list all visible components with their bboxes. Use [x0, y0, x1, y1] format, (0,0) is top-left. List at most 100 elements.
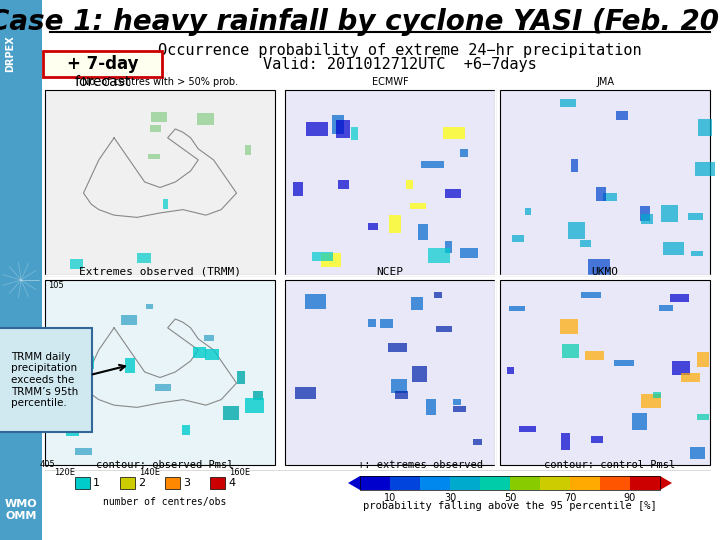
Bar: [672, 361, 690, 375]
Text: Occurrence probability of extreme 24−hr precipitation: Occurrence probability of extreme 24−hr …: [158, 43, 642, 57]
Bar: [580, 240, 591, 247]
Bar: [192, 347, 206, 359]
Bar: [581, 292, 601, 298]
Bar: [500, 280, 710, 465]
Text: 4: 4: [228, 478, 235, 488]
Bar: [332, 116, 344, 133]
Text: 10: 10: [384, 493, 396, 503]
Text: 2: 2: [138, 478, 145, 488]
Text: Valid: 2011012712UTC  +6−7days: Valid: 2011012712UTC +6−7days: [263, 57, 537, 72]
Bar: [253, 391, 263, 400]
Bar: [223, 406, 239, 420]
Bar: [614, 360, 634, 366]
Bar: [360, 476, 660, 490]
Bar: [197, 113, 214, 125]
Bar: [413, 366, 427, 382]
Bar: [148, 154, 160, 159]
Text: 120E: 120E: [55, 468, 76, 477]
Text: 90: 90: [624, 493, 636, 503]
Polygon shape: [660, 476, 672, 490]
Text: contour: control Pmsl: contour: control Pmsl: [544, 460, 675, 470]
Bar: [559, 99, 576, 106]
Text: +: extremes observed: +: extremes observed: [358, 460, 482, 470]
Bar: [561, 433, 570, 450]
Text: number of centres/obs: number of centres/obs: [103, 497, 227, 507]
Bar: [472, 440, 482, 445]
Bar: [406, 180, 413, 190]
Bar: [585, 352, 604, 361]
Bar: [445, 190, 461, 198]
Bar: [410, 202, 426, 209]
Bar: [450, 476, 480, 490]
Bar: [336, 120, 351, 138]
Bar: [560, 319, 578, 334]
Bar: [698, 119, 712, 136]
Bar: [145, 304, 153, 309]
Bar: [659, 305, 673, 310]
Bar: [640, 206, 649, 221]
Text: 3: 3: [183, 478, 190, 488]
Bar: [426, 399, 436, 415]
Text: JMA: JMA: [596, 77, 614, 87]
Bar: [691, 251, 703, 256]
Text: 30: 30: [444, 493, 456, 503]
Bar: [654, 392, 661, 398]
Bar: [588, 259, 610, 276]
Bar: [165, 477, 180, 489]
Bar: [519, 426, 536, 431]
Bar: [293, 182, 303, 196]
Bar: [690, 447, 706, 460]
Bar: [70, 259, 83, 269]
Bar: [688, 213, 703, 220]
Bar: [79, 356, 94, 369]
Text: WMO
OMM: WMO OMM: [5, 499, 37, 521]
Bar: [508, 306, 526, 312]
Bar: [434, 292, 442, 298]
Bar: [295, 387, 316, 399]
Text: 50: 50: [504, 493, 516, 503]
Bar: [388, 343, 407, 352]
Bar: [631, 413, 647, 430]
Bar: [616, 111, 628, 120]
Bar: [205, 349, 220, 360]
Bar: [368, 224, 378, 230]
Bar: [461, 248, 478, 258]
Text: contour: observed Pmsl: contour: observed Pmsl: [96, 460, 234, 470]
Bar: [45, 280, 275, 465]
Bar: [453, 399, 462, 404]
Bar: [204, 335, 214, 341]
Bar: [125, 359, 135, 373]
Polygon shape: [348, 476, 360, 490]
Bar: [285, 280, 495, 465]
Bar: [641, 394, 661, 408]
Bar: [436, 326, 452, 332]
Bar: [45, 90, 275, 275]
Bar: [389, 214, 401, 233]
Text: TRMM daily
precipitation
exceeds the
TRMM’s 95th
percentile.: TRMM daily precipitation exceeds the TRM…: [12, 352, 78, 408]
Bar: [570, 476, 600, 490]
Bar: [75, 448, 91, 455]
Bar: [0, 0, 42, 540]
FancyBboxPatch shape: [0, 328, 92, 432]
Bar: [698, 352, 709, 367]
Text: 140E: 140E: [140, 468, 161, 477]
Text: Case 1: heavy rainfall by cyclone YASI (Feb. 2011): Case 1: heavy rainfall by cyclone YASI (…: [0, 8, 720, 36]
Bar: [360, 476, 390, 490]
Text: No. of centres with > 50% prob.: No. of centres with > 50% prob.: [82, 77, 238, 87]
Bar: [155, 384, 171, 391]
Bar: [591, 436, 603, 443]
Bar: [500, 90, 710, 275]
Bar: [641, 214, 652, 224]
Text: ECMWF: ECMWF: [372, 77, 408, 87]
Text: + 7-day: + 7-day: [67, 55, 139, 73]
Bar: [525, 208, 531, 215]
Bar: [351, 127, 358, 140]
Bar: [540, 476, 570, 490]
Bar: [697, 414, 709, 420]
Bar: [603, 193, 617, 201]
Bar: [163, 199, 168, 209]
Bar: [121, 315, 137, 325]
Bar: [418, 225, 428, 240]
Bar: [661, 206, 678, 221]
Bar: [395, 391, 408, 399]
